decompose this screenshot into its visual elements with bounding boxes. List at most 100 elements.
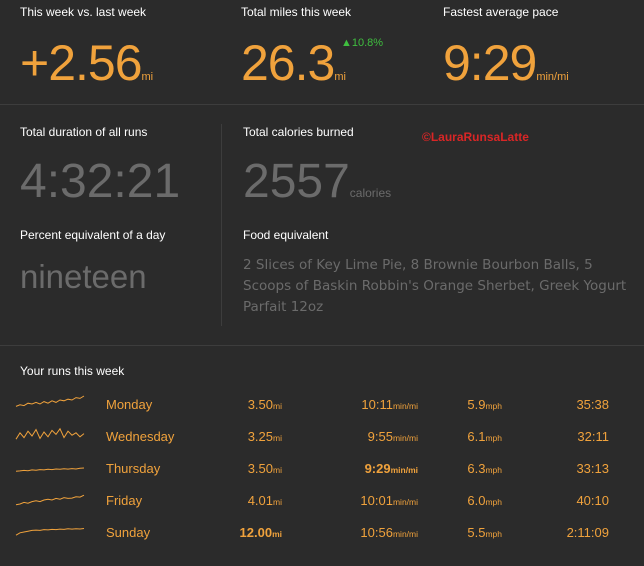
food-label: Food equivalent xyxy=(243,228,329,242)
run-duration-value: 2:11:09 xyxy=(566,525,609,540)
run-day: Wednesday xyxy=(106,429,174,444)
sparkline-path xyxy=(15,395,85,407)
run-sparkline xyxy=(15,395,85,407)
run-day-value: Wednesday xyxy=(106,429,175,444)
run-duration-value: 35:38 xyxy=(576,397,609,412)
calories-stat: 2557calories xyxy=(243,158,391,206)
run-speed-value: 6.0 xyxy=(467,493,486,508)
percent-day-label: Percent equivalent of a day xyxy=(20,228,166,242)
run-distance-unit: mi xyxy=(273,497,282,507)
run-pace-unit: min/mi xyxy=(392,529,418,539)
fastest-pace-unit: min/mi xyxy=(536,71,569,83)
run-speed-value: 6.1 xyxy=(467,429,486,444)
total-miles-delta: ▲10.8% xyxy=(341,37,384,49)
run-pace-value: 9:29 xyxy=(364,461,391,476)
run-speed-unit: mph xyxy=(485,497,502,507)
run-pace: 10:11min/mi xyxy=(361,397,418,412)
watermark: ©LauraRunsaLatte xyxy=(422,130,529,144)
run-duration: 35:38 xyxy=(576,397,609,412)
middle-divider xyxy=(221,124,222,326)
total-miles-stat: 26.3mi xyxy=(241,38,346,88)
calories-unit: calories xyxy=(349,186,392,200)
run-pace: 9:29min/mi xyxy=(365,461,418,476)
fastest-pace-stat: 9:29min/mi xyxy=(443,38,569,88)
run-day-value: Sunday xyxy=(106,525,151,540)
run-speed: 6.1mph xyxy=(467,429,502,444)
fastest-pace-value: 9:29 xyxy=(443,35,537,91)
total-miles-unit: mi xyxy=(334,71,346,83)
run-row[interactable]: Friday 4.01mi 10:01min/mi 6.0mph 40:10 xyxy=(0,486,644,518)
run-distance-unit: mi xyxy=(273,465,282,475)
food-value: 2 Slices of Key Lime Pie, 8 Brownie Bour… xyxy=(243,257,627,315)
run-distance-value: 3.25 xyxy=(247,429,274,444)
run-speed: 6.0mph xyxy=(467,493,502,508)
run-duration: 40:10 xyxy=(576,493,609,508)
percent-day-value: nineteen xyxy=(20,258,147,295)
sparkline-path xyxy=(15,427,85,440)
run-duration-value: 33:13 xyxy=(576,461,609,476)
run-day-value: Friday xyxy=(106,493,143,508)
run-pace: 10:01min/mi xyxy=(360,493,418,508)
run-distance: 3.50mi xyxy=(248,397,282,412)
run-pace-unit: min/mi xyxy=(392,401,418,411)
run-distance-unit: mi xyxy=(272,529,282,539)
run-sparkline xyxy=(15,467,85,472)
total-miles-value: 26.3 xyxy=(241,35,335,91)
run-distance: 3.25mi xyxy=(248,429,282,444)
total-miles-label: Total miles this week xyxy=(241,5,352,19)
calories-value: 2557 xyxy=(243,155,350,208)
run-speed: 5.5mph xyxy=(467,525,502,540)
run-day: Thursday xyxy=(106,461,160,476)
run-pace-value: 9:55 xyxy=(367,429,393,444)
run-duration: 2:11:09 xyxy=(567,525,609,540)
run-speed-unit: mph xyxy=(485,529,502,539)
sparkline-path xyxy=(15,494,85,506)
run-row[interactable]: Wednesday 3.25mi 9:55min/mi 6.1mph 32:11 xyxy=(0,422,644,454)
run-pace-unit: min/mi xyxy=(392,433,418,443)
run-pace-unit: min/mi xyxy=(392,497,418,507)
run-distance-value: 12.00 xyxy=(239,525,273,540)
runs-title: Your runs this week xyxy=(20,364,125,378)
total-duration-value: 4:32:21 xyxy=(20,155,181,208)
run-day: Monday xyxy=(106,397,152,412)
run-day-value: Thursday xyxy=(106,461,161,476)
run-duration-value: 32:11 xyxy=(577,429,609,444)
run-row[interactable]: Sunday 12.00mi 10:56min/mi 5.5mph 2:11:09 xyxy=(0,518,644,550)
week-vs-last-unit: mi xyxy=(141,71,154,83)
run-distance-unit: mi xyxy=(273,433,282,443)
run-sparkline xyxy=(15,427,85,440)
top-divider xyxy=(0,104,644,105)
run-pace-value: 10:11 xyxy=(361,397,393,412)
run-pace-unit: min/mi xyxy=(390,465,418,475)
run-row[interactable]: Monday 3.50mi 10:11min/mi 5.9mph 35:38 xyxy=(0,390,644,422)
run-distance: 3.50mi xyxy=(248,461,282,476)
run-sparkline xyxy=(15,528,85,536)
run-row[interactable]: Thursday 3.50mi 9:29min/mi 6.3mph 33:13 xyxy=(0,454,644,486)
run-day: Sunday xyxy=(106,525,150,540)
run-distance: 12.00mi xyxy=(240,525,282,540)
fastest-pace-label: Fastest average pace xyxy=(443,5,559,19)
run-speed-value: 6.3 xyxy=(467,461,486,476)
run-day-value: Monday xyxy=(106,397,153,412)
bottom-divider xyxy=(0,345,644,346)
run-speed: 5.9mph xyxy=(467,397,502,412)
sparkline-path xyxy=(15,467,85,472)
run-duration-value: 40:10 xyxy=(576,493,609,508)
run-speed-value: 5.5 xyxy=(467,525,486,540)
run-pace: 10:56min/mi xyxy=(360,525,418,540)
run-speed: 6.3mph xyxy=(467,461,502,476)
runs-list: Monday 3.50mi 10:11min/mi 5.9mph 35:38 Wednes… xyxy=(0,390,644,550)
total-duration-label: Total duration of all runs xyxy=(20,125,148,139)
run-distance-value: 3.50 xyxy=(247,461,274,476)
run-duration: 33:13 xyxy=(576,461,609,476)
run-day: Friday xyxy=(106,493,142,508)
run-speed-unit: mph xyxy=(485,465,502,475)
run-speed-value: 5.9 xyxy=(467,397,486,412)
run-speed-unit: mph xyxy=(485,433,502,443)
run-duration: 32:11 xyxy=(577,429,609,444)
run-pace-value: 10:01 xyxy=(360,493,393,508)
run-speed-unit: mph xyxy=(485,401,502,411)
run-distance: 4.01mi xyxy=(248,493,282,508)
run-distance-unit: mi xyxy=(273,401,282,411)
week-vs-last-value: +2.56 xyxy=(20,35,143,91)
